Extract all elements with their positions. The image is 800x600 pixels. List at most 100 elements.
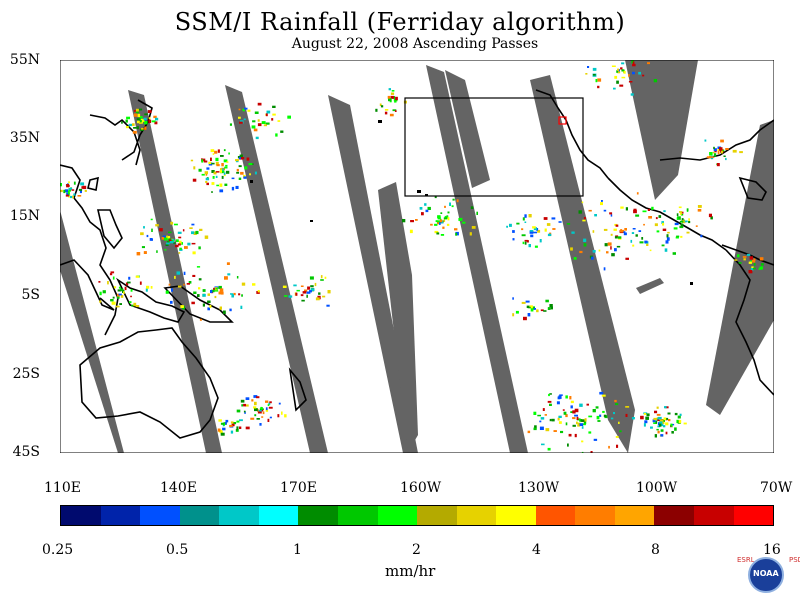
rain-speck (118, 286, 121, 289)
rain-speck (606, 251, 609, 254)
rain-speck (155, 117, 159, 121)
rain-speck (635, 214, 640, 217)
rain-speck (580, 419, 585, 422)
rain-speck (664, 417, 669, 420)
lat-label: 15N (9, 208, 40, 224)
rain-speck (197, 294, 200, 297)
rain-speck (602, 410, 605, 413)
rain-speck (147, 110, 152, 113)
rain-speck (533, 411, 537, 415)
colorbar-swatch (179, 506, 220, 525)
rain-speck (164, 237, 168, 241)
rain-speck (613, 87, 616, 90)
island (690, 282, 693, 285)
rain-speck (179, 248, 183, 251)
rain-speck (712, 151, 715, 154)
rain-speck (695, 225, 698, 227)
rain-speck (576, 421, 578, 425)
rain-speck (436, 220, 440, 223)
rain-speck (389, 113, 394, 117)
rain-speck (259, 423, 262, 426)
rain-speck (180, 242, 183, 245)
rain-speck (572, 410, 576, 414)
rain-speck (151, 120, 156, 123)
rain-speck (680, 235, 683, 238)
rain-speck (215, 161, 219, 166)
rain-speck (384, 109, 389, 111)
rain-speck (218, 291, 222, 295)
rain-speck (240, 399, 245, 403)
rain-speck (588, 209, 592, 212)
rain-speck (671, 431, 674, 434)
rain-speck (205, 173, 208, 176)
rain-speck (547, 307, 551, 310)
rain-speck (753, 258, 756, 261)
rain-speck (64, 189, 69, 193)
rain-speck (219, 306, 222, 310)
rain-speck (543, 310, 547, 312)
rain-speck (265, 400, 269, 403)
rain-speck (275, 133, 278, 137)
colorbar-swatch (614, 506, 655, 525)
rain-speck (148, 119, 152, 123)
rain-speck (521, 228, 524, 231)
rain-speck (688, 221, 691, 224)
rain-speck (116, 293, 120, 297)
rain-speck (657, 430, 660, 434)
rain-speck (165, 290, 169, 294)
rain-speck (140, 120, 142, 123)
rain-speck (244, 411, 246, 414)
rain-speck (253, 406, 257, 409)
rain-speck (613, 228, 617, 231)
rain-speck (665, 240, 669, 244)
rain-speck (293, 284, 297, 287)
rain-speck (643, 413, 647, 415)
rain-speck (179, 247, 182, 250)
rain-speck (238, 116, 241, 119)
rain-speck (750, 268, 754, 271)
rain-speck (148, 117, 151, 120)
rain-speck (546, 223, 551, 226)
rain-speck (679, 212, 682, 215)
rain-speck (592, 74, 596, 76)
rain-speck (307, 286, 310, 290)
rain-speck (223, 149, 226, 152)
rain-speck (551, 217, 556, 220)
rain-speck (565, 414, 568, 418)
rain-speck (127, 281, 131, 284)
rain-speck (557, 417, 560, 421)
rain-speck (204, 235, 209, 239)
rain-speck (206, 182, 209, 186)
rain-speck (611, 65, 616, 67)
rain-speck (236, 171, 240, 174)
rain-speck (224, 183, 228, 186)
rain-speck (296, 289, 300, 292)
rain-speck (512, 230, 515, 233)
rain-speck (658, 215, 662, 218)
rain-speck (660, 429, 664, 432)
rain-speck (300, 285, 304, 287)
rain-speck (277, 414, 280, 418)
rain-speck (630, 239, 633, 243)
rain-speck (739, 151, 743, 154)
rain-speck (178, 252, 181, 254)
rain-speck (673, 227, 678, 230)
rain-speck (177, 243, 181, 246)
rain-speck (173, 242, 176, 244)
rain-speck (226, 161, 229, 163)
rain-speck (176, 271, 181, 275)
lat-label: 45S (12, 444, 40, 460)
rain-speck (230, 293, 233, 295)
rain-speck (167, 241, 170, 244)
rain-speck (198, 287, 201, 290)
rain-speck (721, 150, 723, 154)
rain-speck (719, 147, 723, 151)
rain-speck (243, 410, 246, 413)
missing-swaths (60, 60, 774, 453)
rain-speck (547, 400, 552, 403)
rain-speck (720, 139, 724, 143)
rain-speck (232, 422, 237, 425)
rain-speck (250, 417, 255, 420)
rain-speck (545, 299, 549, 303)
swath (706, 120, 774, 415)
